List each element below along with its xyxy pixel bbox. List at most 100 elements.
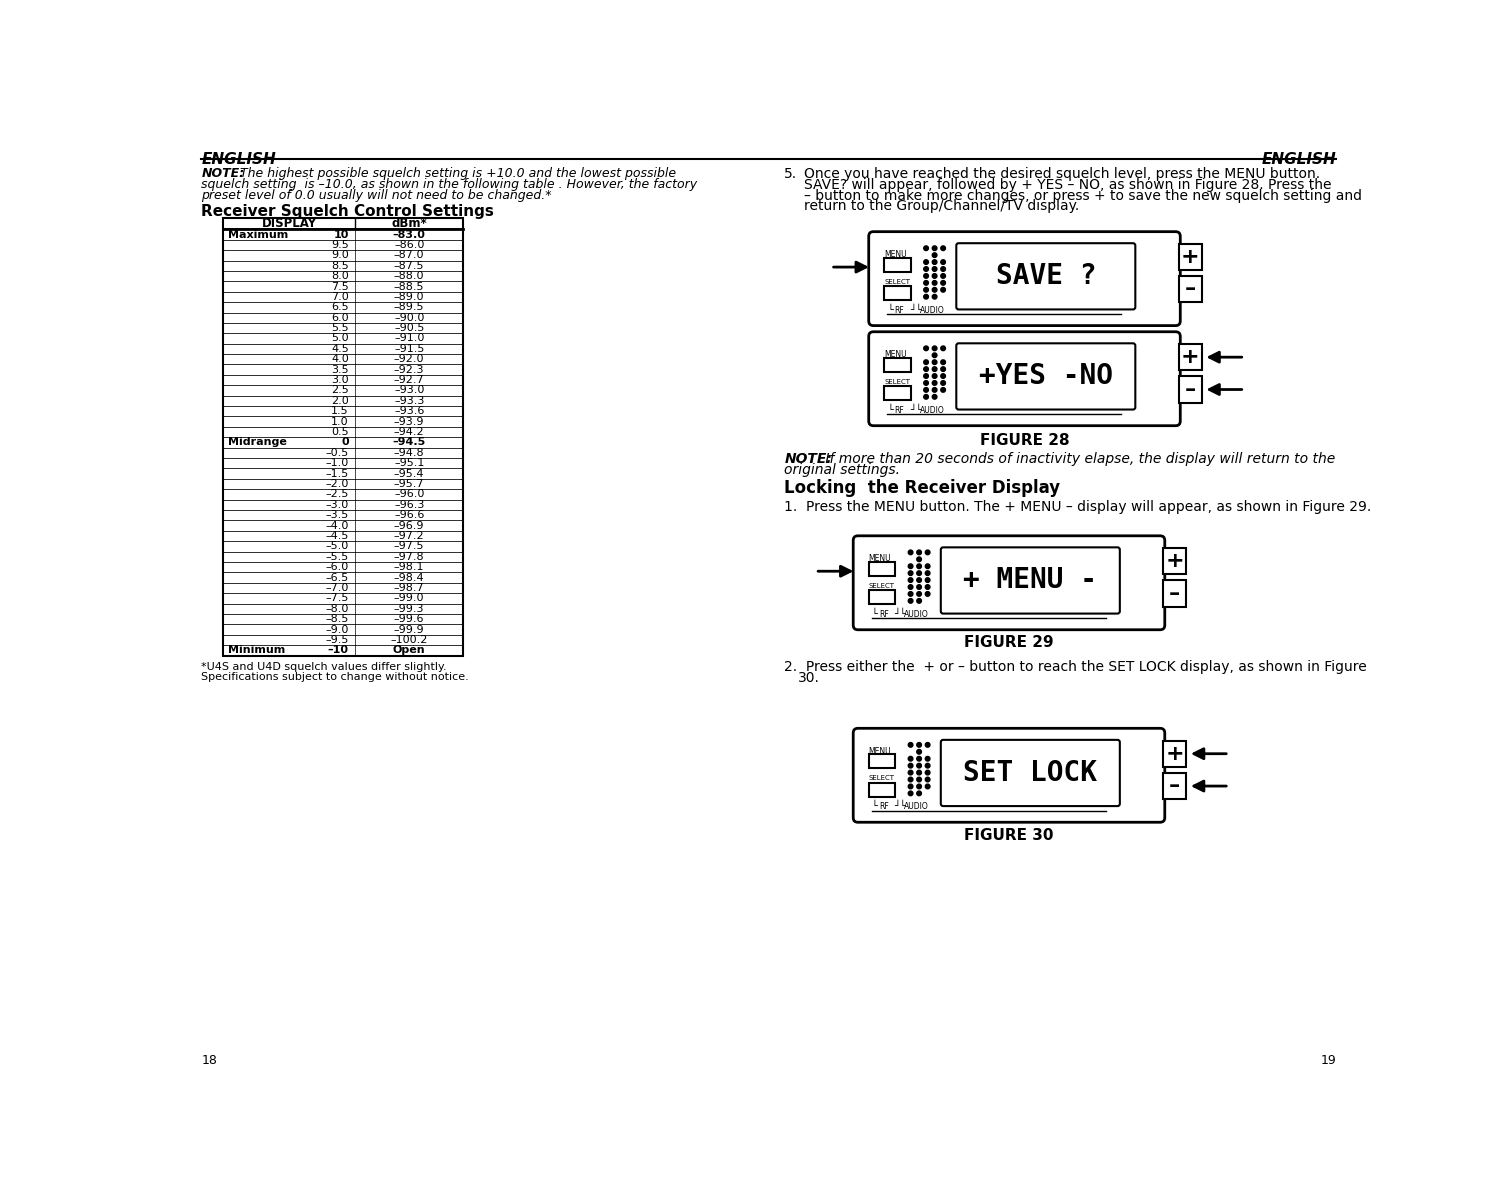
- Text: Locking  the Receiver Display: Locking the Receiver Display: [784, 478, 1060, 496]
- Text: squelch setting  is –10.0, as shown in the following table . However, the factor: squelch setting is –10.0, as shown in th…: [201, 177, 698, 191]
- Bar: [224, 282, 464, 291]
- Text: └: └: [888, 405, 892, 415]
- Text: –3.5: –3.5: [326, 511, 348, 520]
- Circle shape: [916, 598, 921, 603]
- Text: SAVE ?: SAVE ?: [996, 263, 1096, 290]
- Text: –90.5: –90.5: [394, 323, 424, 333]
- Bar: [224, 344, 464, 354]
- Text: –96.9: –96.9: [394, 520, 424, 531]
- Text: 4.5: 4.5: [332, 344, 348, 354]
- Circle shape: [916, 757, 921, 761]
- Circle shape: [933, 281, 938, 285]
- Circle shape: [940, 266, 945, 271]
- Text: –9.5: –9.5: [326, 635, 348, 645]
- Text: 3.0: 3.0: [332, 375, 348, 385]
- Text: –93.9: –93.9: [394, 417, 424, 427]
- Text: –8.5: –8.5: [326, 614, 348, 625]
- Text: + MENU -: + MENU -: [963, 566, 1098, 595]
- FancyBboxPatch shape: [868, 332, 1180, 426]
- Text: –91.0: –91.0: [394, 333, 424, 343]
- Bar: [224, 229, 464, 240]
- Circle shape: [933, 380, 938, 385]
- Text: 9.0: 9.0: [332, 251, 348, 260]
- Circle shape: [908, 764, 914, 769]
- Circle shape: [940, 246, 945, 251]
- Bar: [224, 541, 464, 552]
- Text: FIGURE 29: FIGURE 29: [964, 635, 1054, 650]
- Circle shape: [924, 281, 928, 285]
- Circle shape: [933, 394, 938, 399]
- Bar: [224, 218, 464, 229]
- Text: –92.7: –92.7: [394, 375, 424, 385]
- Text: 8.0: 8.0: [332, 271, 348, 281]
- Circle shape: [933, 367, 938, 372]
- Text: –6.0: –6.0: [326, 562, 348, 572]
- Bar: [224, 438, 464, 447]
- Circle shape: [926, 550, 930, 555]
- Text: –5.5: –5.5: [326, 552, 348, 562]
- Text: return to the Group/Channel/TV display.: return to the Group/Channel/TV display.: [804, 199, 1080, 213]
- Bar: [884, 258, 910, 272]
- Text: 1.  Press the MENU button. The + MENU – display will appear, as shown in Figure : 1. Press the MENU button. The + MENU – d…: [784, 500, 1371, 513]
- Text: MENU: MENU: [884, 350, 908, 360]
- Text: 6.0: 6.0: [332, 313, 348, 323]
- Text: –: –: [1168, 584, 1180, 603]
- Circle shape: [940, 288, 945, 293]
- Text: –94.8: –94.8: [394, 448, 424, 458]
- Circle shape: [933, 347, 938, 350]
- Text: –1.0: –1.0: [326, 458, 348, 469]
- Circle shape: [916, 564, 921, 568]
- Text: –99.6: –99.6: [394, 614, 424, 625]
- Text: NOTE:: NOTE:: [784, 452, 832, 466]
- Text: –95.1: –95.1: [394, 458, 424, 469]
- Bar: [224, 364, 464, 375]
- Bar: [224, 427, 464, 438]
- Text: –88.5: –88.5: [394, 282, 424, 291]
- Circle shape: [924, 374, 928, 379]
- Circle shape: [933, 253, 938, 258]
- Text: ENGLISH: ENGLISH: [1262, 151, 1336, 167]
- Bar: [224, 594, 464, 603]
- Text: –98.7: –98.7: [394, 583, 424, 594]
- Bar: [868, 562, 895, 576]
- Text: –93.6: –93.6: [394, 406, 424, 416]
- Text: 5.: 5.: [784, 167, 798, 181]
- Circle shape: [924, 387, 928, 392]
- Text: –9.0: –9.0: [326, 625, 348, 634]
- Text: –95.7: –95.7: [394, 480, 424, 489]
- Bar: [224, 313, 464, 323]
- Text: MENU: MENU: [868, 554, 891, 564]
- Bar: [224, 469, 464, 478]
- Bar: [1162, 773, 1186, 800]
- Circle shape: [933, 360, 938, 364]
- Circle shape: [926, 757, 930, 761]
- Bar: [224, 416, 464, 427]
- Text: SET LOCK: SET LOCK: [963, 759, 1098, 787]
- Circle shape: [916, 749, 921, 754]
- Text: 0: 0: [340, 438, 348, 447]
- Text: –98.4: –98.4: [394, 573, 424, 583]
- Text: –: –: [1185, 279, 1196, 300]
- Circle shape: [933, 288, 938, 293]
- Circle shape: [926, 742, 930, 747]
- Text: MENU: MENU: [868, 747, 891, 755]
- Circle shape: [924, 360, 928, 364]
- Bar: [224, 614, 464, 625]
- Text: –4.0: –4.0: [326, 520, 348, 531]
- Circle shape: [926, 564, 930, 568]
- Text: –5.0: –5.0: [326, 542, 348, 552]
- Circle shape: [924, 260, 928, 265]
- Text: –100.2: –100.2: [390, 635, 427, 645]
- Bar: [224, 634, 464, 645]
- Text: original settings.: original settings.: [784, 464, 900, 477]
- Circle shape: [916, 578, 921, 583]
- Bar: [884, 359, 910, 372]
- Text: –96.3: –96.3: [394, 500, 424, 510]
- Text: Open: Open: [393, 645, 426, 656]
- Bar: [224, 406, 464, 416]
- Text: Specifications subject to change without notice.: Specifications subject to change without…: [201, 671, 470, 682]
- Bar: [224, 478, 464, 489]
- Text: 5.0: 5.0: [332, 333, 348, 343]
- Bar: [1179, 243, 1202, 270]
- Circle shape: [940, 273, 945, 278]
